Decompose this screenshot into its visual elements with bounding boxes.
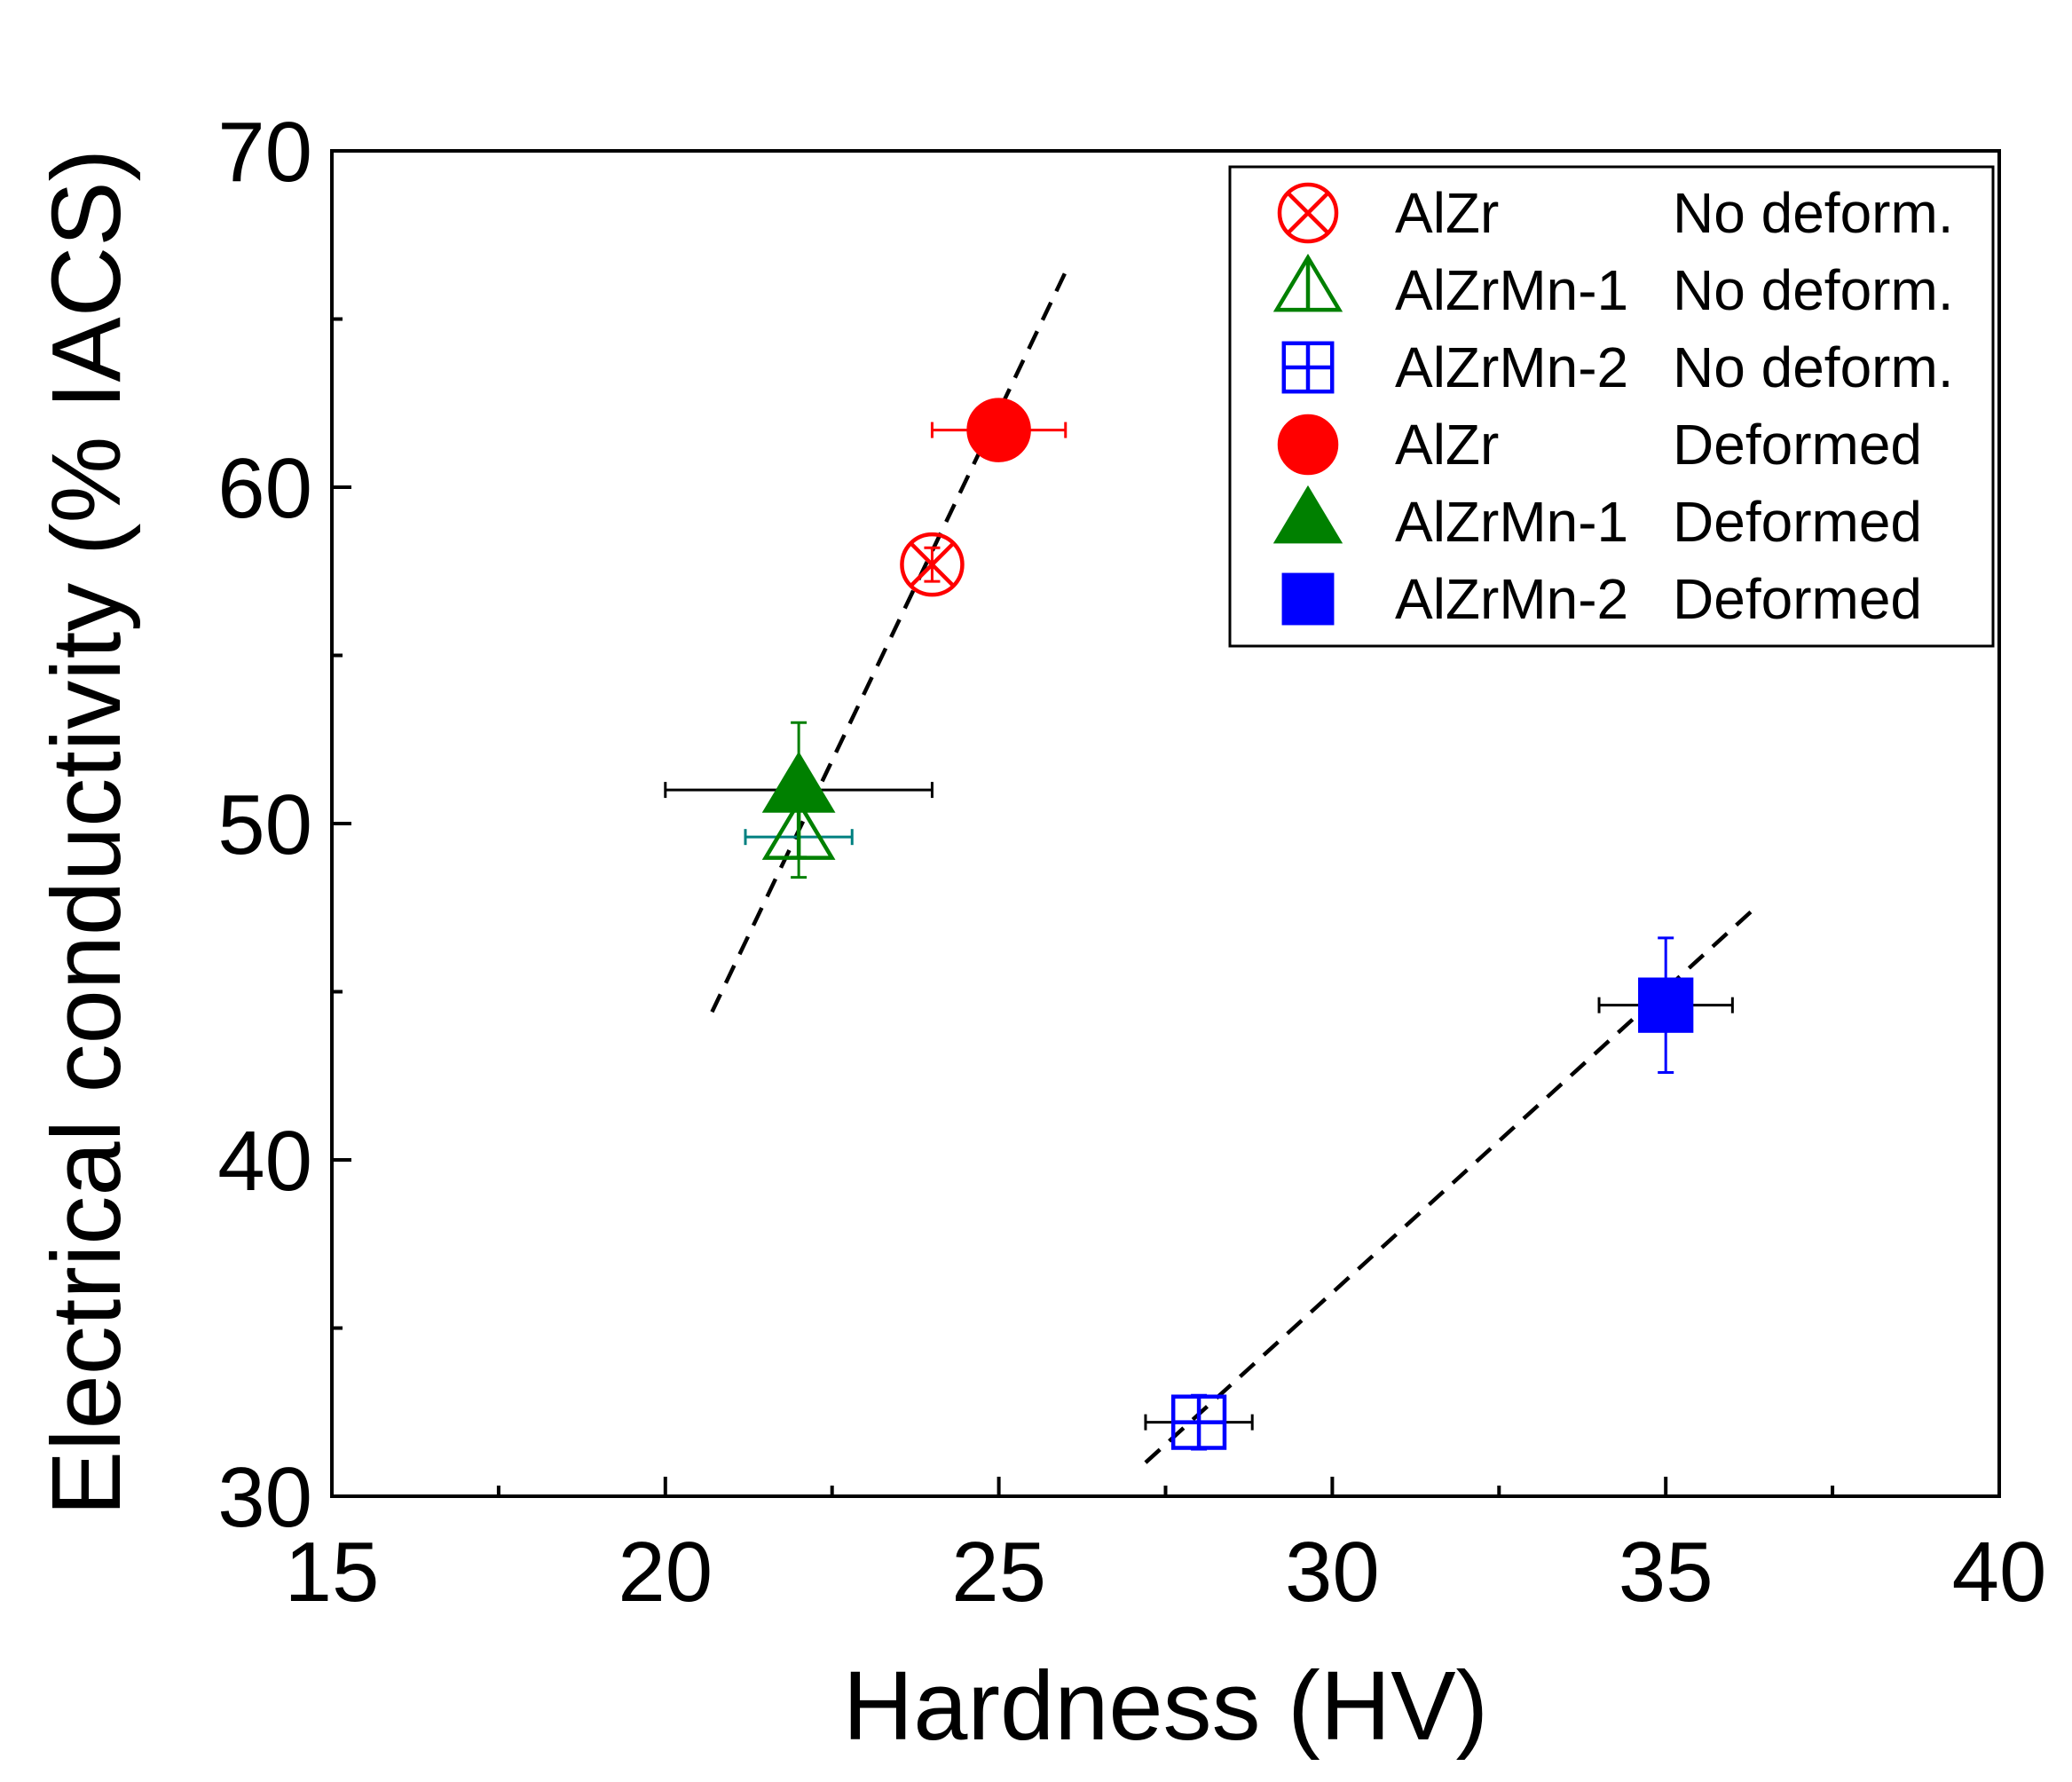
fit-line [710, 271, 1068, 1013]
y-tick-label: 70 [217, 105, 312, 200]
y-tick-label: 60 [217, 441, 312, 536]
data-point [1170, 1394, 1227, 1450]
marker-ring [900, 532, 965, 597]
fit-line [1144, 903, 1761, 1464]
y-axis-label: Electrical conductivity (% IACS) [32, 149, 141, 1516]
x-tick-label: 20 [618, 1525, 713, 1620]
legend-marker [1281, 341, 1335, 394]
data-point [966, 398, 1031, 462]
legend: AlZr No deform. AlZrMn-1 No deform. AlZrMn-2… [1228, 165, 1995, 648]
tick-labels: 15 20 25 30 35 40 30 40 50 60 70 [217, 105, 2046, 1620]
x-axis-label: Hardness (HV) [843, 1652, 1488, 1761]
data-point [1638, 977, 1694, 1033]
legend-condition: No deform. [1673, 181, 1954, 245]
x-tick-label: 15 [285, 1525, 380, 1620]
marker-cross [909, 541, 956, 587]
legend-condition: No deform. [1673, 258, 1954, 322]
legend-marker [1281, 572, 1335, 626]
y-tick-label: 40 [217, 1114, 312, 1209]
legend-alloy: AlZr [1395, 181, 1499, 245]
x-tick-label: 40 [1952, 1525, 2047, 1620]
marker-ring [1277, 182, 1339, 244]
legend-alloy: AlZr [1395, 413, 1499, 477]
legend-box [1228, 165, 1995, 648]
data-point [900, 532, 965, 597]
legend-marker [1272, 485, 1343, 544]
marker-cross [1286, 191, 1330, 235]
legend-marker [1272, 253, 1343, 312]
legend-condition: Deformed [1673, 567, 1922, 631]
fit-lines [710, 271, 1761, 1464]
x-tick-label: 30 [1285, 1525, 1380, 1620]
legend-condition: Deformed [1673, 490, 1922, 554]
legend-alloy: AlZrMn-2 [1395, 567, 1628, 631]
y-tick-label: 50 [217, 777, 312, 872]
y-tick-label: 30 [217, 1450, 312, 1545]
legend-alloy: AlZrMn-2 [1395, 335, 1628, 399]
data-markers [761, 398, 1694, 1450]
x-tick-label: 25 [951, 1525, 1046, 1620]
legend-alloy: AlZrMn-1 [1395, 490, 1628, 554]
x-tick-label: 35 [1619, 1525, 1714, 1620]
legend-alloy: AlZrMn-1 [1395, 258, 1628, 322]
legend-condition: No deform. [1673, 335, 1954, 399]
legend-marker [1277, 414, 1339, 476]
legend-marker [1277, 182, 1339, 244]
axis-ticks [330, 149, 2001, 1498]
legend-condition: Deformed [1673, 413, 1922, 477]
data-point [761, 751, 836, 813]
